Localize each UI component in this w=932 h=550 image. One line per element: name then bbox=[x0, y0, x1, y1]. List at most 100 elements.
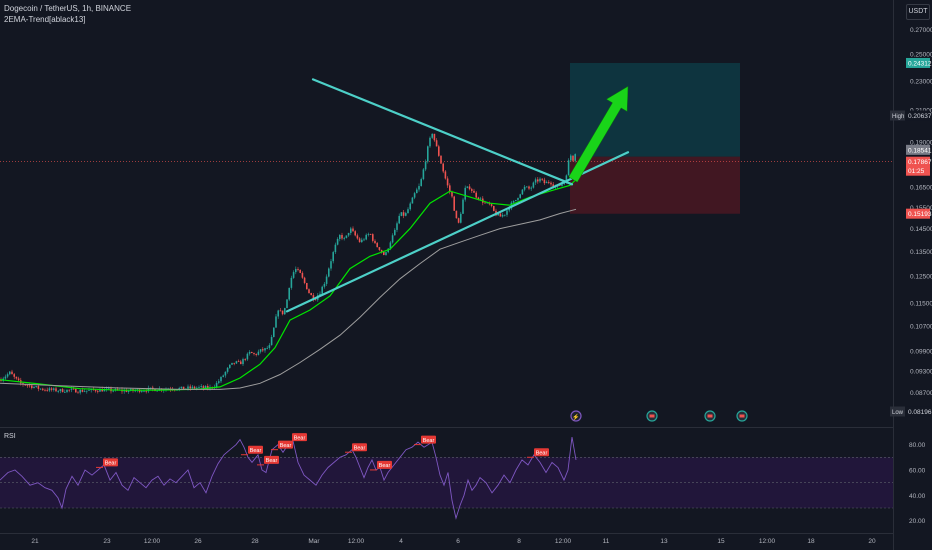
price-badge-value: 0.08196 bbox=[908, 409, 932, 416]
candle-body bbox=[466, 186, 469, 188]
candle-body bbox=[457, 218, 460, 223]
candle-body bbox=[108, 388, 110, 390]
candle-body bbox=[143, 390, 145, 392]
candle-body bbox=[198, 387, 200, 388]
candle-body bbox=[180, 386, 183, 389]
candle-body bbox=[350, 228, 352, 233]
candle-body bbox=[88, 390, 90, 391]
candle-body bbox=[13, 374, 15, 377]
candle-body bbox=[264, 348, 266, 351]
candle-body bbox=[376, 243, 378, 248]
time-tick-label: 6 bbox=[456, 538, 460, 545]
candle-body bbox=[497, 213, 499, 216]
candle-body bbox=[460, 213, 462, 223]
event-marker-circle bbox=[570, 410, 582, 422]
candle-body bbox=[543, 179, 546, 184]
candle-body bbox=[389, 242, 392, 249]
candle-body bbox=[191, 386, 194, 389]
candle-body bbox=[519, 194, 521, 198]
candle-body bbox=[444, 171, 447, 179]
candle-body bbox=[312, 295, 315, 300]
candle-body bbox=[354, 231, 356, 236]
candle-body bbox=[281, 310, 284, 315]
candle-body bbox=[50, 388, 53, 390]
bear-label-box bbox=[278, 440, 293, 449]
candle-body bbox=[103, 389, 106, 392]
bear-label-box bbox=[264, 455, 279, 464]
candle-body bbox=[365, 234, 367, 240]
candle-body bbox=[462, 199, 464, 214]
rsi-tick-label: 80.00 bbox=[909, 442, 926, 449]
candle-body bbox=[246, 353, 249, 360]
bear-label: Bear bbox=[280, 443, 292, 449]
candle-body bbox=[222, 375, 224, 377]
candle-body bbox=[270, 337, 273, 346]
candle-body bbox=[473, 190, 475, 193]
candle-body bbox=[79, 389, 81, 393]
price-tick-label: 0.10700 bbox=[910, 324, 932, 331]
candle-body bbox=[328, 268, 330, 277]
time-tick-label: 11 bbox=[603, 538, 610, 545]
candle-body bbox=[508, 208, 510, 211]
candle-body bbox=[332, 252, 334, 262]
candle-body bbox=[53, 388, 55, 390]
price-tick-label: 0.12500 bbox=[910, 274, 932, 281]
currency-button[interactable]: USDT bbox=[906, 4, 930, 20]
candle-body bbox=[48, 388, 51, 391]
bear-label-box bbox=[352, 443, 367, 452]
candle-body bbox=[394, 229, 396, 236]
candle-body bbox=[229, 364, 231, 368]
bear-label: Bear bbox=[423, 438, 435, 444]
candle-body bbox=[343, 237, 345, 239]
candle-body bbox=[66, 389, 68, 392]
candle-body bbox=[273, 327, 275, 338]
candle-body bbox=[297, 268, 299, 270]
candle-body bbox=[187, 386, 189, 389]
bear-label-box bbox=[103, 458, 118, 467]
candle-body bbox=[325, 276, 328, 284]
time-axis-divider bbox=[0, 533, 893, 534]
candle-body bbox=[160, 388, 163, 391]
candle-body bbox=[141, 391, 143, 393]
candle-body bbox=[266, 347, 268, 349]
candle-body bbox=[75, 388, 77, 393]
candle-body bbox=[440, 155, 442, 164]
candle-body bbox=[290, 277, 293, 288]
candle-body bbox=[449, 185, 451, 192]
price-badge bbox=[906, 156, 930, 167]
candle-body bbox=[422, 169, 425, 180]
candle-body bbox=[532, 182, 535, 188]
symbol-title: Dogecoin / TetherUS, 1h, BINANCE bbox=[4, 4, 132, 13]
price-badge bbox=[906, 57, 930, 68]
price-badge bbox=[906, 144, 930, 155]
candle-body bbox=[455, 210, 458, 219]
price-tick-label: 0.13500 bbox=[910, 249, 932, 256]
ascending-trendline bbox=[285, 151, 630, 313]
candle-body bbox=[288, 287, 290, 300]
candle-body bbox=[279, 310, 282, 312]
candle-body bbox=[490, 204, 493, 206]
candle-body bbox=[248, 351, 251, 354]
candle-body bbox=[358, 238, 361, 243]
candle-body bbox=[308, 289, 310, 294]
candle-body bbox=[567, 160, 570, 176]
candle-body bbox=[37, 386, 40, 389]
price-tick-label: 0.09900 bbox=[910, 348, 932, 355]
time-tick-label: 18 bbox=[807, 538, 815, 545]
candle-body bbox=[182, 386, 185, 390]
candle-body bbox=[391, 235, 394, 243]
earnings-flag-icon bbox=[646, 410, 658, 422]
candle-body bbox=[99, 388, 101, 392]
candle-body bbox=[9, 371, 11, 375]
descending-trendline bbox=[311, 78, 574, 186]
candle-body bbox=[4, 376, 7, 379]
candle-body bbox=[70, 388, 73, 390]
candle-body bbox=[31, 385, 33, 389]
candle-body bbox=[570, 155, 572, 161]
candle-body bbox=[347, 232, 350, 236]
candle-body bbox=[552, 184, 554, 188]
bear-label-box bbox=[421, 435, 436, 444]
candle-body bbox=[477, 197, 480, 200]
candle-body bbox=[501, 214, 504, 217]
